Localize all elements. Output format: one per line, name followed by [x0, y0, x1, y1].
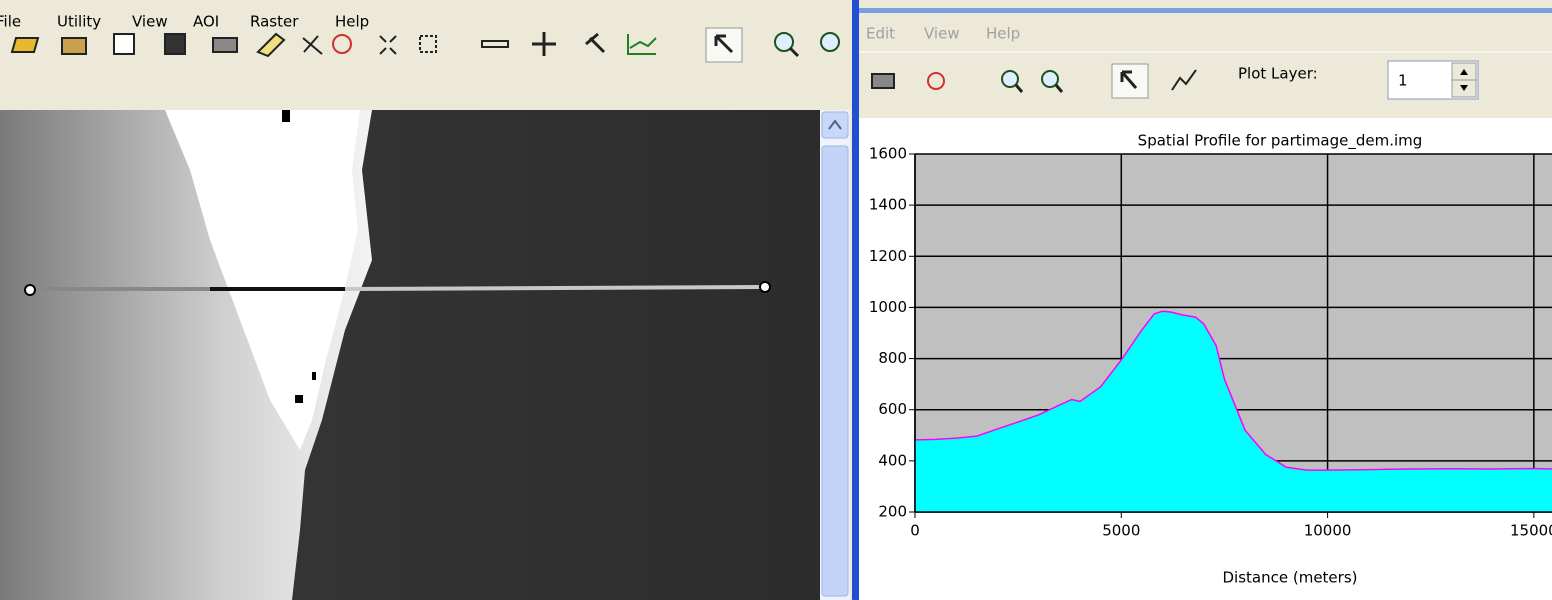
menu-item[interactable]: Raster: [250, 13, 299, 31]
plot-layer-spinner[interactable]: 1: [1388, 61, 1478, 99]
icon-clear[interactable]: [928, 73, 944, 89]
scrollbar[interactable]: [820, 110, 850, 600]
icon-zoom-in[interactable]: [1002, 71, 1018, 87]
icon-print[interactable]: [872, 74, 894, 88]
chart: 200 400 600 800 1000 1200 1400 1600 0 5000 10000 15…: [869, 145, 1552, 540]
x-axis-label: Distance (meters): [1223, 569, 1358, 587]
menu-item[interactable]: Edit: [866, 25, 895, 43]
icon-zoom-out[interactable]: [821, 33, 839, 51]
menu-item[interactable]: View: [132, 13, 168, 31]
y-tick-label: 400: [878, 451, 907, 469]
icon-print[interactable]: [213, 38, 237, 52]
menu-item[interactable]: View: [924, 25, 960, 43]
x-tick-label: 15000: [1510, 522, 1552, 540]
y-tick-label: 1600: [869, 145, 907, 163]
icon-open[interactable]: [12, 38, 38, 52]
icon-line[interactable]: [1172, 70, 1196, 90]
icon-folder[interactable]: [62, 38, 86, 54]
menu-item[interactable]: AOI: [193, 13, 219, 31]
y-tick-label: 200: [878, 503, 907, 521]
right-toolbar: [872, 64, 1196, 98]
title-edge: [859, 8, 1552, 13]
icon-save[interactable]: [165, 34, 185, 54]
y-tick-label: 600: [878, 400, 907, 418]
y-tick-label: 1000: [869, 298, 907, 316]
menu-item[interactable]: Help: [335, 13, 369, 31]
screen: File Utility View AOI Raster Help: [0, 0, 1552, 600]
x-tick-label: 0: [910, 522, 920, 540]
y-tick-label: 1200: [869, 247, 907, 265]
y-tick-label: 1400: [869, 196, 907, 214]
menu-item[interactable]: File: [0, 13, 21, 31]
y-tick-label: 800: [878, 349, 907, 367]
menu-item[interactable]: Help: [986, 25, 1020, 43]
plot-layer-value[interactable]: 1: [1398, 72, 1408, 90]
chart-title: Spatial Profile for partimage_dem.img: [1138, 132, 1423, 151]
screenshot: File Utility View AOI Raster Help: [0, 0, 1552, 600]
x-tick-label: 10000: [1304, 522, 1352, 540]
right-menu: Edit View Help: [866, 25, 1020, 43]
x-tick-label: 5000: [1102, 522, 1140, 540]
icon-zoom-out[interactable]: [1042, 71, 1058, 87]
dem-image: [0, 110, 820, 600]
icon-info[interactable]: [114, 34, 134, 54]
plot-layer-label: Plot Layer:: [1238, 65, 1318, 83]
menu-item[interactable]: Utility: [57, 13, 101, 31]
window-border: [852, 0, 859, 600]
